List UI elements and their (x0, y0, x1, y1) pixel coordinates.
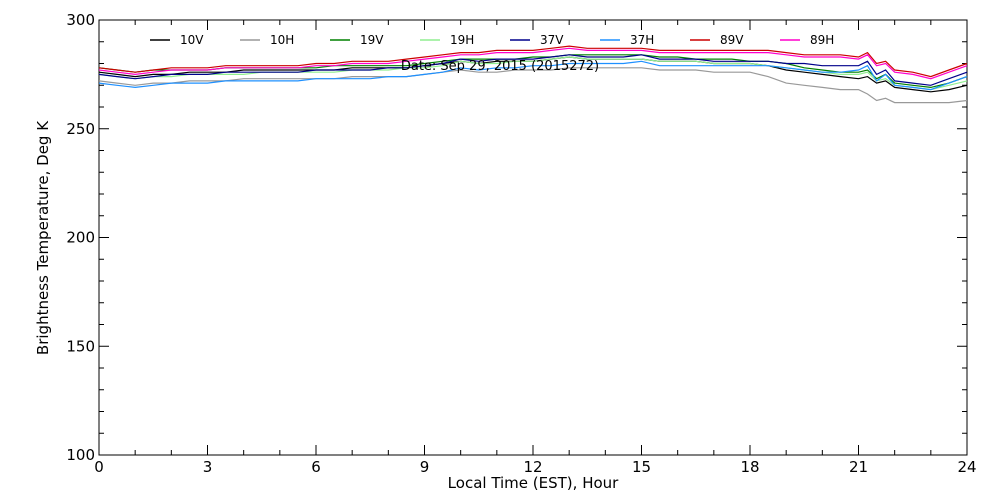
axis-tick-labels: 0 3 6 9 12 15 18 21 24 100 150 200 250 300 (66, 11, 976, 476)
legend-label-10h: 10H (270, 33, 294, 47)
x-tick-label: 0 (94, 458, 104, 476)
legend-label-89h: 89H (810, 33, 834, 47)
x-tick-label: 15 (632, 458, 651, 476)
date-annotation: Date: Sep 29, 2015 (2015272) (401, 59, 599, 74)
series-line-89v (98, 45, 968, 78)
x-tick-label: 3 (203, 458, 213, 476)
plot-frame (98, 19, 968, 456)
axis-ticks (98, 19, 968, 456)
legend: 10V 10H 19V 19H 37V 37H 89V 89H (150, 33, 834, 47)
y-tick-label: 250 (66, 120, 95, 138)
legend-label-89v: 89V (720, 33, 744, 47)
legend-label-19v: 19V (360, 33, 384, 47)
series-line-89h (98, 47, 968, 80)
legend-label-37v: 37V (540, 33, 564, 47)
x-tick-label: 6 (311, 458, 321, 476)
y-tick-label: 100 (66, 446, 95, 464)
y-axis-label: Brightness Temperature, Deg K (34, 120, 52, 355)
y-tick-label: 150 (66, 337, 95, 355)
y-tick-label: 300 (66, 11, 95, 29)
y-tick-label: 200 (66, 229, 95, 247)
x-tick-label: 24 (957, 458, 976, 476)
legend-label-10v: 10V (180, 33, 204, 47)
legend-label-19h: 19H (450, 33, 474, 47)
series-line-37v (98, 54, 968, 86)
x-axis-label: Local Time (EST), Hour (448, 474, 619, 492)
series-line-10h (98, 67, 968, 104)
x-tick-label: 9 (420, 458, 430, 476)
series-line-19h (98, 56, 968, 91)
series-line-37h (98, 60, 968, 91)
series-lines (98, 45, 968, 104)
x-tick-label: 21 (849, 458, 868, 476)
legend-label-37h: 37H (630, 33, 654, 47)
x-tick-label: 18 (740, 458, 759, 476)
x-tick-label: 12 (523, 458, 542, 476)
